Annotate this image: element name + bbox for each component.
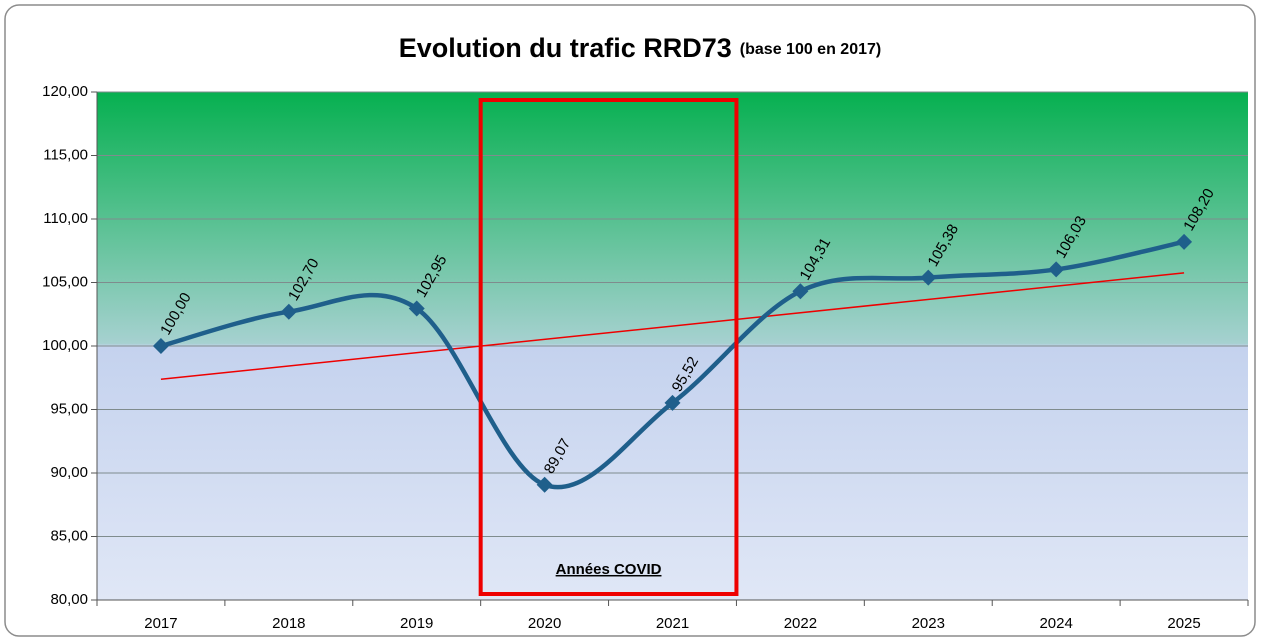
x-tick-label: 2019 bbox=[400, 615, 433, 632]
marker bbox=[536, 476, 553, 493]
marker bbox=[664, 394, 681, 411]
trendline bbox=[160, 272, 1185, 381]
annotation-box bbox=[478, 98, 739, 596]
y-tick-label: 90,00 bbox=[50, 464, 88, 481]
marker bbox=[152, 338, 169, 354]
x-tick-label: 2018 bbox=[272, 615, 305, 632]
chart-title: Evolution du trafic RRD73 (base 100 en 20… bbox=[399, 33, 881, 63]
x-tick-label: 2017 bbox=[144, 615, 177, 632]
x-tick-label: 2021 bbox=[656, 615, 689, 632]
title: Evolution du trafic RRD73 bbox=[399, 33, 732, 63]
marker bbox=[1176, 233, 1193, 250]
y-tick-label: 105,00 bbox=[42, 273, 88, 290]
x-tick-label: 2024 bbox=[1039, 615, 1072, 632]
marker bbox=[792, 283, 809, 300]
y-tick-label: 80,00 bbox=[50, 591, 88, 608]
annotation-text: Années COVID bbox=[556, 561, 662, 578]
x-tick-label: 2025 bbox=[1167, 615, 1200, 632]
subtitle: (base 100 en 2017) bbox=[740, 41, 881, 58]
y-tick-label: 100,00 bbox=[42, 337, 88, 354]
x-tick-label: 2023 bbox=[912, 615, 945, 632]
marker bbox=[920, 269, 937, 286]
x-tick-label: 2022 bbox=[784, 615, 817, 632]
y-tick-label: 110,00 bbox=[43, 210, 88, 227]
marker bbox=[280, 303, 297, 320]
x-tick-label: 2020 bbox=[528, 615, 561, 632]
y-tick-label: 115,00 bbox=[43, 146, 88, 163]
y-tick-label: 120,00 bbox=[42, 83, 88, 100]
y-tick-label: 95,00 bbox=[50, 400, 88, 417]
marker bbox=[1048, 261, 1065, 278]
marker bbox=[408, 300, 425, 317]
series-line bbox=[160, 239, 1185, 490]
y-tick-label: 85,00 bbox=[50, 527, 88, 544]
